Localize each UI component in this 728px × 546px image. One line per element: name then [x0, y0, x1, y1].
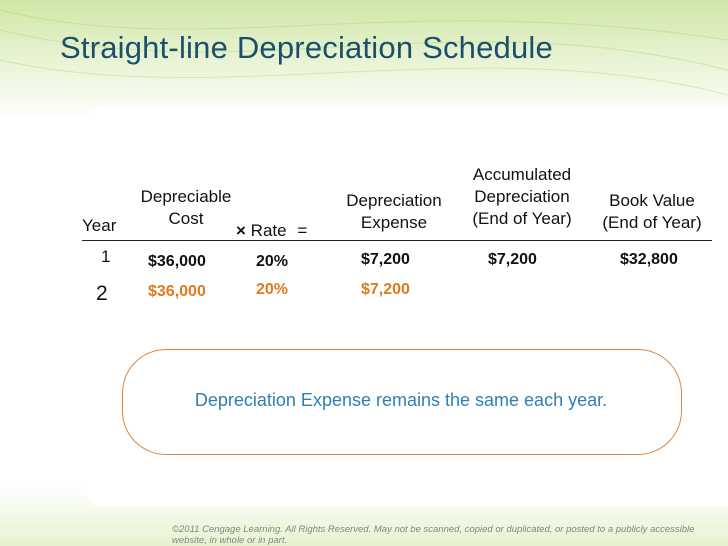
row1-expense: $7,200 — [361, 251, 410, 268]
equals-sign: = — [297, 221, 308, 240]
header-depreciable-cost: Depreciable Cost — [128, 186, 244, 230]
header-divider — [82, 240, 712, 241]
header-book-line2: (End of Year) — [602, 213, 702, 232]
slide-title: Straight-line Depreciation Schedule — [60, 30, 553, 65]
row2-cost: $36,000 — [148, 283, 206, 300]
multiply-sign: × — [236, 221, 246, 240]
copyright-notice: ©2011 Cengage Learning. All Rights Reser… — [172, 524, 695, 546]
row1-rate: 20% — [256, 253, 289, 270]
header-book-value: Book Value (End of Year) — [590, 190, 714, 234]
callout-oval — [122, 349, 682, 455]
row2-rate: 20% — [256, 281, 289, 298]
header-expense-line2: Expense — [360, 213, 428, 232]
header-accum-line3: (End of Year) — [472, 209, 572, 228]
header-book-line1: Book Value — [609, 191, 695, 210]
row1-accumulated: $7,200 — [488, 251, 537, 268]
header-accum-line2: Depreciation — [474, 187, 570, 206]
header-depreciation-expense: Depreciation Expense — [338, 190, 450, 234]
header-background — [0, 0, 728, 120]
header-year: Year — [82, 216, 117, 235]
header-rate: × Rate = — [236, 220, 307, 242]
header-accumulated-depreciation: Accumulated Depreciation (End of Year) — [456, 164, 588, 230]
header-expense-line1: Depreciation — [346, 191, 442, 210]
row1-year: 1 — [101, 247, 111, 266]
background-curves — [0, 9, 728, 96]
row2-expense: $7,200 — [361, 281, 410, 298]
row1-cost: $36,000 — [148, 253, 206, 270]
content-panel — [86, 105, 728, 507]
header-rate-label: Rate — [250, 221, 287, 240]
header-depreciable-line2: Cost — [168, 209, 204, 228]
row1-book-value: $32,800 — [620, 251, 678, 268]
header-depreciable-line1: Depreciable — [140, 187, 232, 206]
header-accum-line1: Accumulated — [472, 165, 572, 184]
callout-note: Depreciation Expense remains the same ea… — [194, 390, 608, 410]
row2-year: 2 — [96, 282, 108, 305]
